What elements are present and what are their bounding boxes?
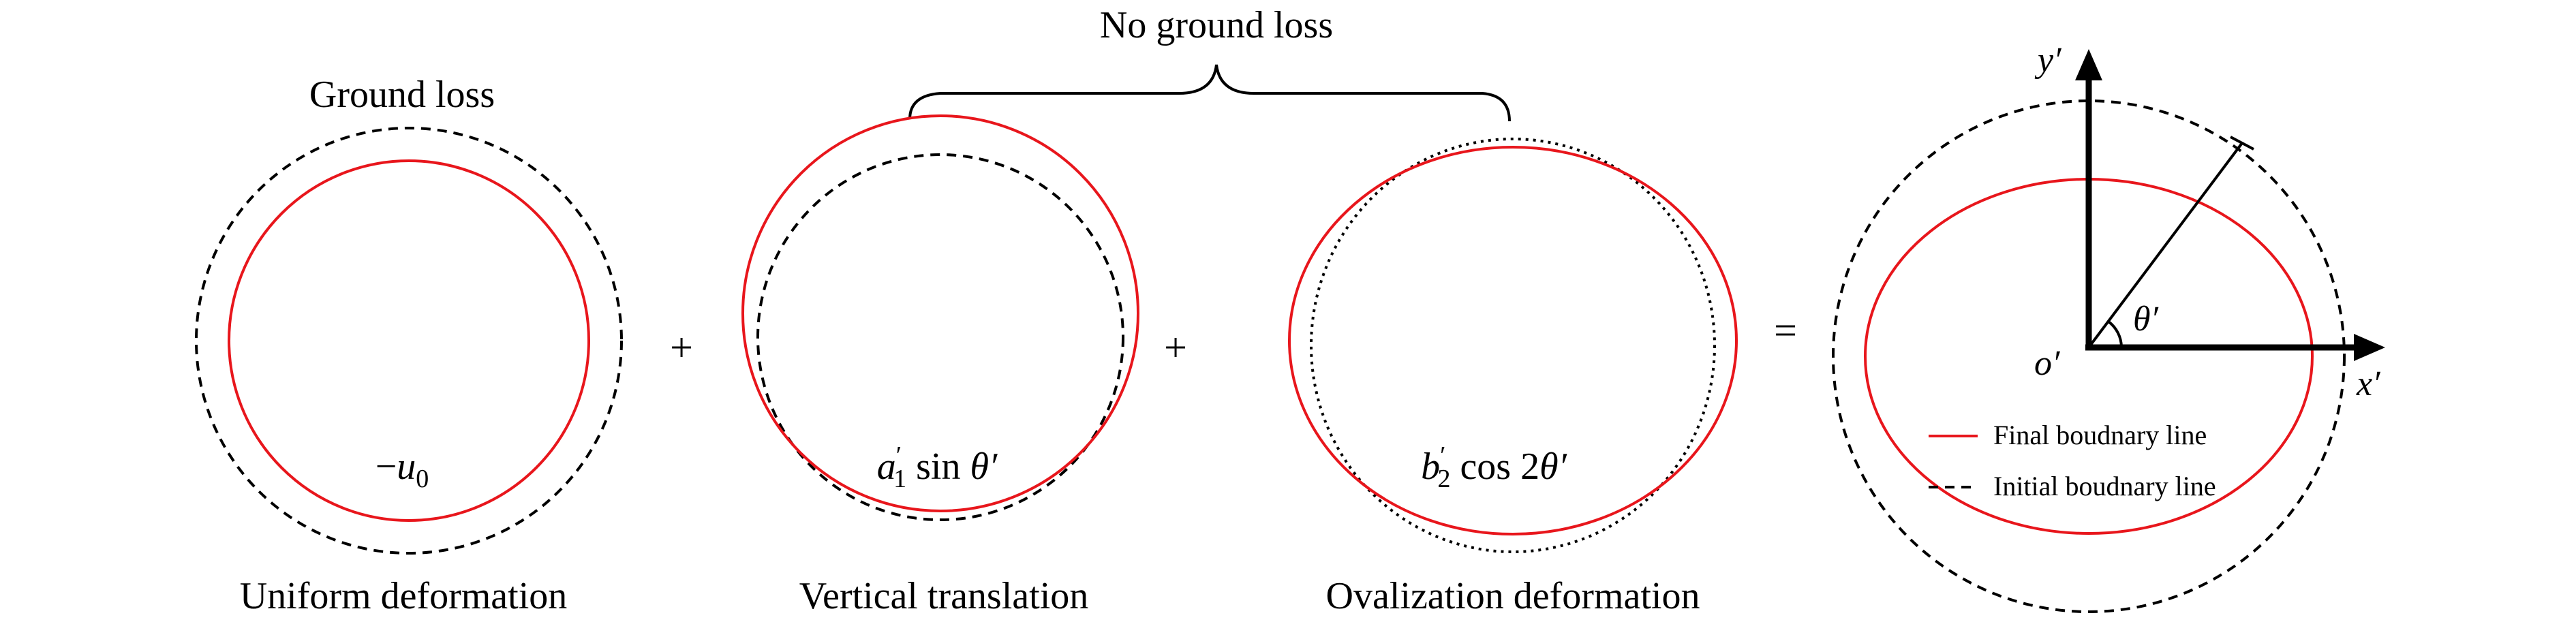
ovalization-coef: b (1421, 446, 1440, 488)
translation-subscript: 1 (893, 465, 906, 493)
uniform-symbol: u (397, 446, 416, 488)
translation-prime: ′ (896, 441, 902, 470)
uniform-subscript: 0 (416, 465, 429, 493)
radius-line (2087, 142, 2243, 349)
ovalization-deformation-caption: Ovalization deformation (1326, 575, 1700, 617)
final-circle-translation (741, 114, 1139, 512)
legend: Final boudnary line Initial boudnary lin… (1929, 420, 2216, 501)
uniform-formula: −u0 (375, 446, 429, 493)
translation-angle: θ′ (970, 446, 998, 488)
y-axis-arrow-icon (2075, 49, 2102, 80)
ovalization-formula: b′ 2 cos 2θ′ (1421, 441, 1567, 493)
x-axis-arrow-icon (2354, 334, 2385, 361)
panel-result: y′ x′ o′ θ′ Final boudnary line Initial … (1832, 41, 2385, 613)
uniform-deformation-caption: Uniform deformation (240, 575, 568, 617)
final-ellipse-ovalization (1288, 146, 1738, 535)
ovalization-angle: θ′ (1539, 446, 1567, 488)
translation-coef: a (877, 446, 896, 488)
ovalization-prime: ′ (1440, 441, 1445, 470)
plus-operator-1: + (670, 325, 693, 370)
equals-operator: = (1774, 308, 1797, 353)
initial-circle-translation (756, 153, 1124, 521)
ovalization-subscript: 2 (1437, 465, 1450, 493)
angle-label: θ′ (2133, 300, 2160, 339)
ground-loss-label: Ground loss (309, 74, 495, 116)
legend-initial-label: Initial boudnary line (1993, 471, 2216, 501)
final-circle-uniform (228, 159, 590, 522)
legend-final-label: Final boudnary line (1993, 420, 2207, 450)
ovalization-func: cos 2 (1450, 446, 1539, 488)
panel-translation: a′ 1 sin θ′ Vertical translation (741, 114, 1139, 617)
y-axis-label: y′ (2034, 41, 2062, 80)
x-axis-label: x′ (2356, 364, 2381, 403)
no-ground-loss-group: No ground loss (908, 4, 1511, 122)
no-ground-loss-label: No ground loss (1100, 4, 1333, 46)
panel-uniform: Ground loss −u0 Uniform deformation (195, 74, 623, 617)
plus-operator-2: + (1164, 325, 1187, 370)
translation-formula: a′ 1 sin θ′ (877, 441, 998, 493)
vertical-translation-caption: Vertical translation (799, 575, 1089, 617)
uniform-minus: − (375, 446, 397, 488)
initial-circle-uniform (195, 127, 623, 555)
radius-end-tick (2230, 136, 2254, 151)
origin-label: o′ (2034, 344, 2061, 383)
panel-ovalization: b′ 2 cos 2θ′ Ovalization deformation (1288, 138, 1738, 617)
brace (908, 64, 1511, 122)
angle-arc (2107, 320, 2123, 348)
initial-circle-ovalization (1310, 138, 1716, 553)
initial-circle-result (1832, 99, 2346, 613)
translation-func: sin (906, 446, 970, 488)
